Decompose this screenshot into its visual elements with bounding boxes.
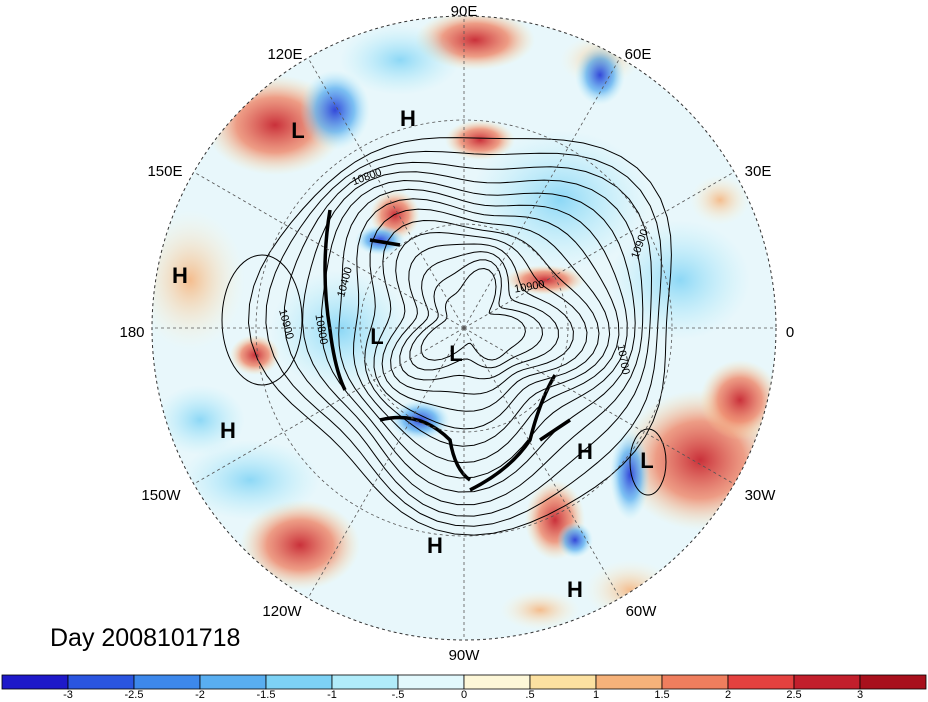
- colorbar-swatch: [595, 674, 663, 690]
- meridian-line: [307, 327, 465, 599]
- meridian-line: [463, 57, 621, 329]
- colorbar-tick-label: -3: [63, 689, 73, 701]
- contour-value-label: 10800: [312, 313, 329, 345]
- longitude-label: 0: [786, 324, 794, 341]
- map-boundary: [151, 15, 777, 641]
- colorbar-tick-label: -.5: [392, 689, 405, 701]
- meridian-line: [307, 57, 465, 329]
- contour-line: [352, 198, 620, 464]
- high-marker: H: [567, 577, 583, 602]
- high-marker: H: [220, 418, 236, 443]
- colorbar-tick-label: -2: [195, 689, 205, 701]
- meridian-line: [463, 171, 735, 329]
- longitude-label: 150E: [147, 163, 182, 180]
- anomaly-field: [152, 16, 776, 640]
- contour-value-label: 10700: [614, 343, 631, 375]
- meridian-line: [463, 327, 621, 599]
- longitude-label: 30E: [745, 163, 772, 180]
- longitude-label: 30W: [745, 487, 777, 504]
- colorbar: -3 -2.5 -2 -1.5 -1 -.5 0 .5 1 1.5 2 2.5 3: [1, 674, 927, 701]
- colorbar-tick-label: -1.5: [257, 689, 276, 701]
- low-marker: L: [449, 341, 462, 366]
- contour-line: [364, 208, 611, 447]
- latitude-circle: [255, 119, 673, 537]
- contour-line: [302, 171, 644, 506]
- colorbar-swatch: [661, 674, 729, 690]
- colorbar-swatch: [1, 674, 69, 690]
- jet-contour: [539, 418, 571, 442]
- low-marker: L: [370, 324, 383, 349]
- colorbar-tick-label: 3: [857, 689, 863, 701]
- meridian-line: [193, 171, 465, 329]
- high-marker: H: [427, 533, 443, 558]
- pressure-centers: L H H L L H H L H H: [172, 106, 654, 602]
- colorbar-swatch: [727, 674, 795, 690]
- colorbar-tick-label: 1.5: [654, 689, 669, 701]
- longitude-label: 60W: [626, 603, 658, 620]
- colorbar-tick-label: .5: [525, 689, 534, 701]
- jet-contour: [379, 415, 472, 482]
- graticule: [152, 16, 776, 640]
- low-marker: L: [291, 118, 304, 143]
- colorbar-swatch: [529, 674, 597, 690]
- meridian-line: [463, 327, 735, 485]
- longitude-label: 90W: [449, 647, 481, 664]
- height-contours: [221, 137, 672, 536]
- contour-line: [373, 219, 600, 430]
- contour-line: [265, 150, 662, 527]
- longitude-label: 150W: [141, 487, 181, 504]
- colorbar-tick-label: 2.5: [786, 689, 801, 701]
- contour-line: [629, 428, 667, 496]
- colorbar-swatch: [463, 674, 531, 690]
- colorbar-swatch: [859, 674, 927, 690]
- longitude-labels: 90E 60E 30E 0 30W 60W 90W 120W 150W 180 150E 120E: [119, 3, 794, 664]
- colorbar-tick-label: 0: [461, 689, 467, 701]
- low-marker: L: [640, 448, 653, 473]
- colorbar-tick-label: 1: [593, 689, 599, 701]
- longitude-label: 120E: [267, 46, 302, 63]
- colorbar-tick-label: 2: [725, 689, 731, 701]
- colorbar-tick-label: -1: [327, 689, 337, 701]
- high-marker: H: [577, 439, 593, 464]
- contour-line: [399, 251, 559, 381]
- colorbar-swatch: [199, 674, 267, 690]
- high-marker: H: [172, 263, 188, 288]
- contour-line: [390, 243, 574, 395]
- contour-line: [320, 179, 636, 493]
- contour-line: [247, 137, 672, 536]
- longitude-label: 180: [119, 324, 144, 341]
- colorbar-swatch: [793, 674, 861, 690]
- jet-contour: [323, 209, 347, 391]
- longitude-label: 60E: [625, 46, 652, 63]
- contour-line: [283, 161, 653, 517]
- contour-line: [221, 254, 303, 386]
- contour-value-label: 10900: [513, 278, 545, 295]
- colorbar-swatch: [133, 674, 201, 690]
- colorbar-tick-label: -2.5: [125, 689, 144, 701]
- contour-line: [409, 259, 544, 371]
- contour-line: [420, 267, 526, 361]
- high-marker: H: [400, 106, 416, 131]
- day-label: Day 2008101718: [50, 624, 240, 652]
- colorbar-swatch: [265, 674, 333, 690]
- colorbar-swatch: [331, 674, 399, 690]
- meridian-line: [193, 327, 465, 485]
- longitude-label: 90E: [451, 3, 478, 20]
- colorbar-swatch: [67, 674, 135, 690]
- longitude-label: 120W: [262, 603, 302, 620]
- colorbar-swatch: [397, 674, 465, 690]
- contour-line: [381, 231, 588, 412]
- jet-contour: [369, 238, 401, 247]
- contour-line: [338, 188, 628, 479]
